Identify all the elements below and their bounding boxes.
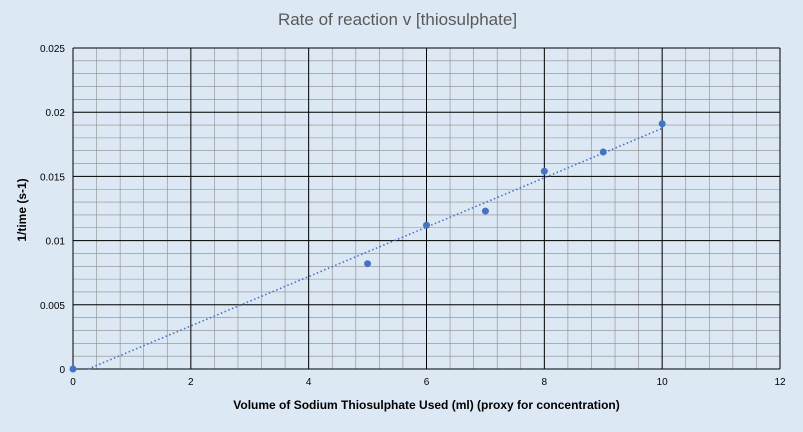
x-tick-label: 2 — [188, 377, 194, 388]
data-point — [540, 167, 548, 175]
x-tick-label: 12 — [774, 377, 786, 388]
x-tick-label: 0 — [70, 377, 76, 388]
y-tick-label: 0.01 — [46, 237, 66, 248]
y-tick-label: 0.015 — [40, 172, 65, 183]
x-axis-label: Volume of Sodium Thiosulphate Used (ml) … — [233, 398, 620, 412]
data-point — [658, 120, 666, 128]
y-tick-label: 0.02 — [46, 108, 66, 119]
data-point — [481, 207, 489, 215]
y-tick-label: 0 — [59, 365, 65, 376]
trendline-layer — [87, 127, 663, 370]
trendline — [87, 127, 663, 370]
data-point — [599, 148, 607, 156]
x-tick-label: 4 — [306, 377, 312, 388]
data-point — [364, 260, 372, 268]
x-tick-label: 6 — [424, 377, 430, 388]
chart-title: Rate of reaction v [thiosulphate] — [277, 10, 518, 29]
y-tick-label: 0.005 — [40, 301, 65, 312]
data-point — [423, 221, 430, 229]
x-tick-label: 10 — [657, 377, 669, 388]
data-points — [69, 120, 666, 373]
tick-labels: 0 2 4 6 8 10 12 0 0.005 0.01 0.015 0.02 0.025 — [40, 44, 786, 388]
x-tick-label: 8 — [542, 377, 548, 388]
y-tick-label: 0.025 — [40, 44, 65, 55]
data-point — [69, 365, 77, 373]
major-grid — [72, 47, 781, 370]
